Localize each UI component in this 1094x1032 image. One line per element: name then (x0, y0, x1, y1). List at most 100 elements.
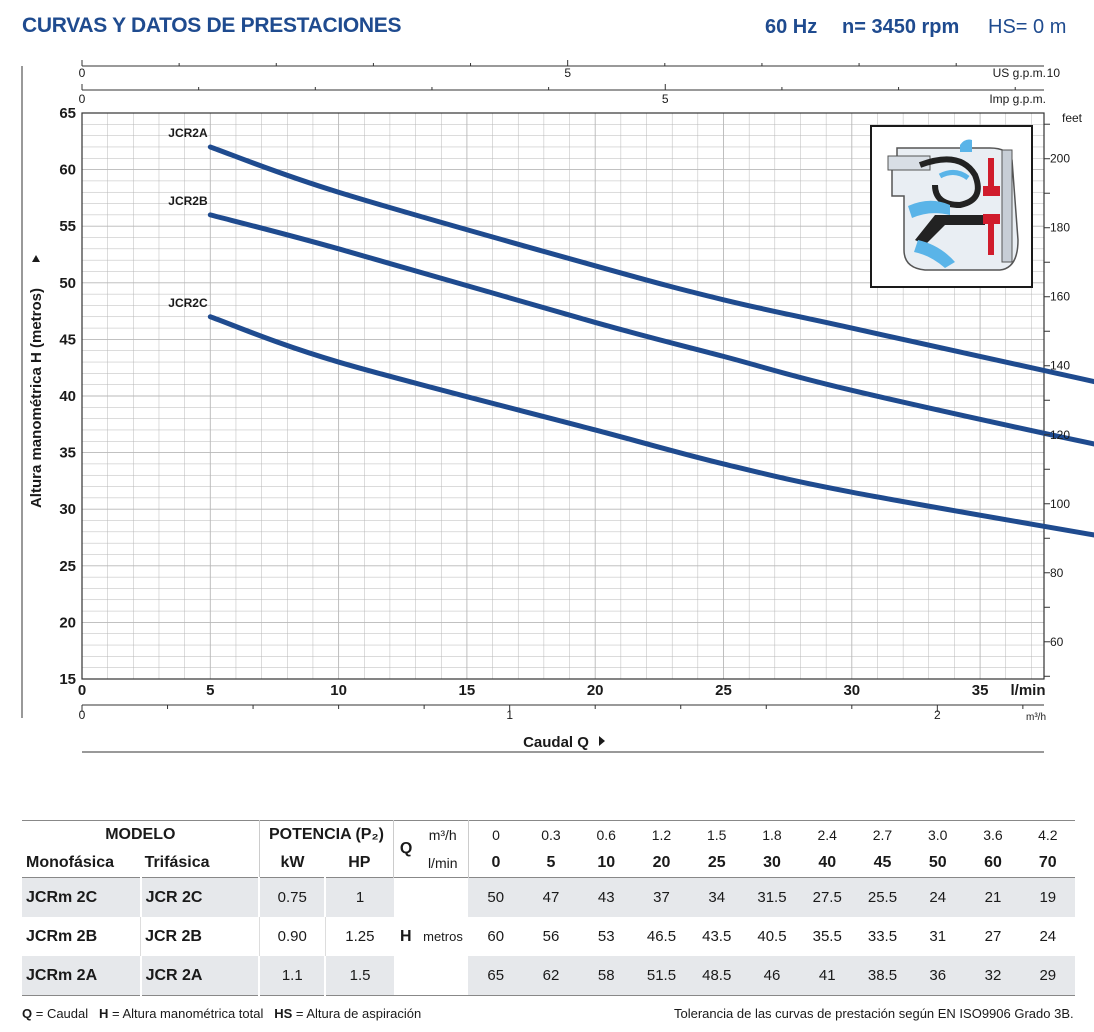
right-feet-tick-label: 140 (1050, 359, 1070, 373)
head-cell: 31 (929, 928, 947, 945)
head-cell: 51.5 (633, 956, 690, 996)
y-tick-label: 30 (59, 501, 76, 518)
speed-label: n= 3450 rpm (842, 16, 960, 38)
head-cell: 25.5 (854, 877, 911, 917)
head-cell: 53 (597, 928, 615, 945)
lmin-cell: 60 (965, 849, 1021, 878)
head-cell: 27.5 (799, 877, 855, 917)
curve-jcr2c (207, 314, 1094, 538)
y-tick-label: 15 (59, 671, 76, 688)
m3h-cell: 1.2 (633, 820, 690, 849)
y-axis-arrow-icon (32, 255, 40, 262)
lmin-cell: 50 (910, 849, 966, 878)
head-cell: 50 (468, 877, 524, 917)
power-kw: 0.90 (258, 917, 326, 956)
frequency-label: 60 Hz (765, 16, 818, 38)
head-cell: 31.5 (744, 877, 800, 917)
col-header-modelo: MODELO (22, 820, 260, 849)
head-cell: 32 (965, 956, 1021, 996)
power-kw: 0.75 (258, 877, 326, 917)
power-hp: 1.5 (324, 956, 394, 996)
table-row: JCRm 2A JCR 2A 1.1 1.5 65 62 58 51.5 48.… (22, 956, 1075, 996)
head-cell: 46.5 (646, 928, 677, 945)
page-title: CURVAS Y DATOS DE PRESTACIONES (22, 14, 402, 37)
footer-h-key: H (98, 1006, 109, 1021)
head-cell: 35.5 (812, 928, 842, 945)
pump-cross-section-illustration (870, 125, 1033, 288)
m3h-cell: 4.2 (1020, 820, 1075, 849)
row-header-h: H (393, 877, 418, 996)
head-cell: 29 (1020, 956, 1075, 996)
head-cell: 34 (689, 877, 745, 917)
lmin-cell: 5 (523, 849, 579, 878)
footer-q-text: = Caudal (32, 1006, 99, 1021)
curve-jcr2b (207, 212, 1094, 447)
model-mono: JCRm 2C (22, 877, 141, 917)
head-cell: 62 (523, 956, 579, 996)
footer-legend: Q = Caudal H = Altura manométrica total … (22, 1006, 421, 1021)
x-tick-label: 15 (459, 682, 476, 699)
m3h-cell: 2.4 (799, 820, 855, 849)
right-feet-tick-label: 80 (1050, 566, 1064, 580)
curve-label-jcr2a: JCR2A (168, 126, 208, 140)
m3h-cell: 0.6 (578, 820, 634, 849)
lmin-cell: 0 (468, 849, 524, 878)
m3h-cell: 0 (468, 820, 524, 849)
table-header-row-2: Monofásica Trifásica kW HP l/min 0 5 10 … (22, 849, 1075, 878)
head-cell: 65 (468, 956, 524, 996)
right-feet-tick-label: 100 (1050, 497, 1070, 511)
head-cell: 47 (523, 877, 579, 917)
performance-table: MODELO POTENCIA (P₂) Q m³/h 0 0.3 0.6 1.… (22, 820, 1075, 996)
lmin-cell: 45 (854, 849, 911, 878)
power-hp: 1 (324, 877, 394, 917)
head-cell: 56 (542, 928, 560, 945)
model-tri: JCR 2B (140, 917, 260, 956)
lmin-cell: 30 (744, 849, 800, 878)
m3h-cell: 3.6 (965, 820, 1021, 849)
head-cell: 40.5 (757, 928, 787, 945)
model-mono: JCRm 2B (26, 927, 98, 945)
right-feet-tick-label: 160 (1050, 290, 1070, 304)
table-row: JCRm 2C JCR 2C 0.75 1 H metros 50 47 43 … (22, 877, 1075, 996)
head-cell: 60 (487, 928, 505, 945)
top-imp-gpm-tick-label: 5 (662, 92, 669, 106)
table-row: JCRm 2B JCR 2B 0.90 1.25 60 56 53 46.5 4… (22, 917, 1075, 956)
power-kw: 1.1 (258, 956, 326, 996)
y-tick-label: 20 (59, 614, 76, 631)
x-tick-label: 35 (972, 682, 989, 699)
bottom-m3h-unit: m³/h (1026, 712, 1046, 723)
head-cell: 43.5 (702, 928, 732, 945)
footer-hs-text: = Altura de aspiración (292, 1006, 422, 1021)
head-cell: 21 (965, 877, 1021, 917)
unit-m3h: m³/h (417, 820, 469, 849)
right-feet-tick-label: 60 (1050, 635, 1064, 649)
col-header-potencia: POTENCIA (P₂) (259, 820, 395, 849)
x-axis-title: Caudal Q (523, 734, 589, 751)
x-unit-label: l/min (1010, 682, 1045, 699)
head-cell: 48.5 (689, 956, 745, 996)
chart-ticks: 1520253035404550556065051015202530354045… (28, 60, 1083, 751)
y-tick-label: 40 (59, 388, 76, 405)
head-cell: 24 (910, 877, 966, 917)
m3h-cell: 0.3 (523, 820, 579, 849)
model-tri: JCR 2C (139, 877, 260, 917)
col-header-trifasica: Trifásica (140, 849, 260, 878)
head-cell: 33.5 (867, 928, 898, 945)
col-header-q: Q (393, 820, 418, 878)
curve-label-jcr2c: JCR2C (168, 296, 208, 310)
m3h-cell: 3.0 (910, 820, 966, 849)
table-header-row-1: MODELO POTENCIA (P₂) Q m³/h 0 0.3 0.6 1.… (22, 820, 1075, 878)
lmin-cell: 10 (578, 849, 634, 878)
right-feet-tick-label: 120 (1050, 428, 1070, 442)
x-tick-label: 0 (78, 682, 86, 699)
model-mono: JCRm 2A (22, 956, 141, 996)
unit-lmin: l/min (417, 849, 469, 878)
head-cell: 24 (1039, 928, 1057, 945)
head-cell: 27 (984, 928, 1002, 945)
header: CURVAS Y DATOS DE PRESTACIONES 60 Hz n= … (0, 0, 1094, 60)
m3h-cell: 1.5 (689, 820, 745, 849)
lmin-cell: 40 (799, 849, 855, 878)
y-tick-label: 60 (59, 162, 76, 179)
y-tick-label: 35 (59, 445, 76, 462)
